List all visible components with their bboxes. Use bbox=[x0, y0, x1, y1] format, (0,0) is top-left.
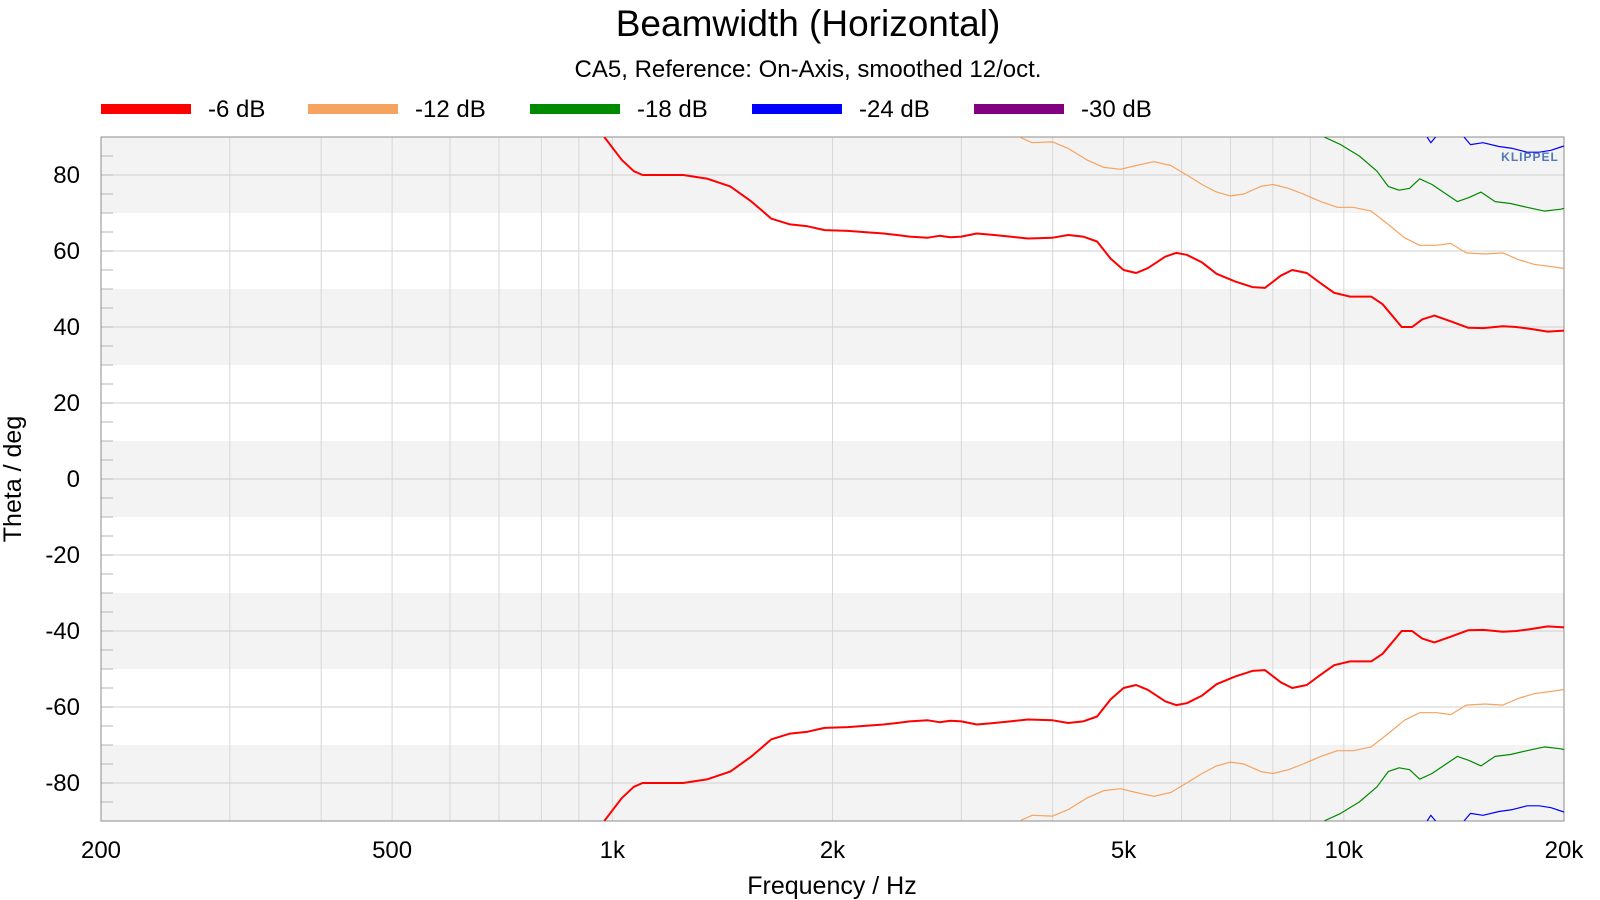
legend-label: -12 dB bbox=[415, 96, 486, 123]
x-tick-label: 10k bbox=[1324, 837, 1364, 864]
x-tick-label: 1k bbox=[600, 837, 626, 864]
series-lines bbox=[603, 137, 1564, 821]
x-tick-labels: 200 500 1k 2k 5k 10k 20k bbox=[81, 837, 1584, 864]
series-line-lower2 bbox=[1463, 805, 1564, 821]
y-tick-label: -20 bbox=[45, 542, 80, 569]
x-tick-label: 200 bbox=[81, 837, 121, 864]
series-line-upper bbox=[603, 137, 1564, 333]
plot-frame bbox=[100, 136, 1565, 822]
series-line-lower bbox=[603, 625, 1564, 821]
legend-swatch bbox=[530, 104, 620, 114]
legend-swatch bbox=[974, 104, 1064, 114]
y-gridlines bbox=[101, 155, 1564, 803]
series-line-upper bbox=[1323, 137, 1564, 212]
y-axis-label: Theta / deg bbox=[0, 416, 27, 542]
legend-label: -6 dB bbox=[208, 96, 265, 123]
legend-swatch bbox=[752, 104, 842, 114]
y-tick-label: 0 bbox=[67, 466, 80, 493]
y-tick-label: -40 bbox=[45, 618, 80, 645]
series-line-lower bbox=[1426, 814, 1437, 821]
series-line-lower bbox=[1323, 746, 1564, 821]
legend-label: -24 dB bbox=[859, 96, 930, 123]
y-tick-label: -60 bbox=[45, 694, 80, 721]
y-tick-label: 20 bbox=[53, 390, 80, 417]
y-tick-label: -80 bbox=[45, 770, 80, 797]
series-line-upper2 bbox=[1463, 137, 1564, 153]
legend-label: -30 dB bbox=[1081, 96, 1152, 123]
series-line-lower bbox=[1018, 688, 1564, 821]
legend: -6 dB -12 dB -18 dB -24 dB -30 dB bbox=[101, 96, 1152, 123]
legend-swatch bbox=[101, 104, 191, 114]
x-tick-label: 20k bbox=[1545, 837, 1585, 864]
y-tick-labels: 80 60 40 20 0 -20 -40 -60 -80 bbox=[45, 162, 80, 797]
chart-title: Beamwidth (Horizontal) bbox=[616, 3, 1001, 44]
series-line-upper bbox=[1426, 137, 1437, 144]
chart-subtitle: CA5, Reference: On-Axis, smoothed 12/oct… bbox=[575, 56, 1042, 83]
legend-label: -18 dB bbox=[637, 96, 708, 123]
x-axis-label: Frequency / Hz bbox=[747, 872, 917, 900]
logo-text: KLIPPEL bbox=[1501, 150, 1559, 164]
series-line-upper bbox=[1018, 137, 1564, 270]
y-tick-label: 80 bbox=[53, 162, 80, 189]
x-tick-label: 2k bbox=[820, 837, 846, 864]
y-tick-label: 60 bbox=[53, 238, 80, 265]
y-tick-label: 40 bbox=[53, 314, 80, 341]
x-tick-label: 500 bbox=[372, 837, 412, 864]
legend-swatch bbox=[308, 104, 398, 114]
x-tick-label: 5k bbox=[1111, 837, 1137, 864]
